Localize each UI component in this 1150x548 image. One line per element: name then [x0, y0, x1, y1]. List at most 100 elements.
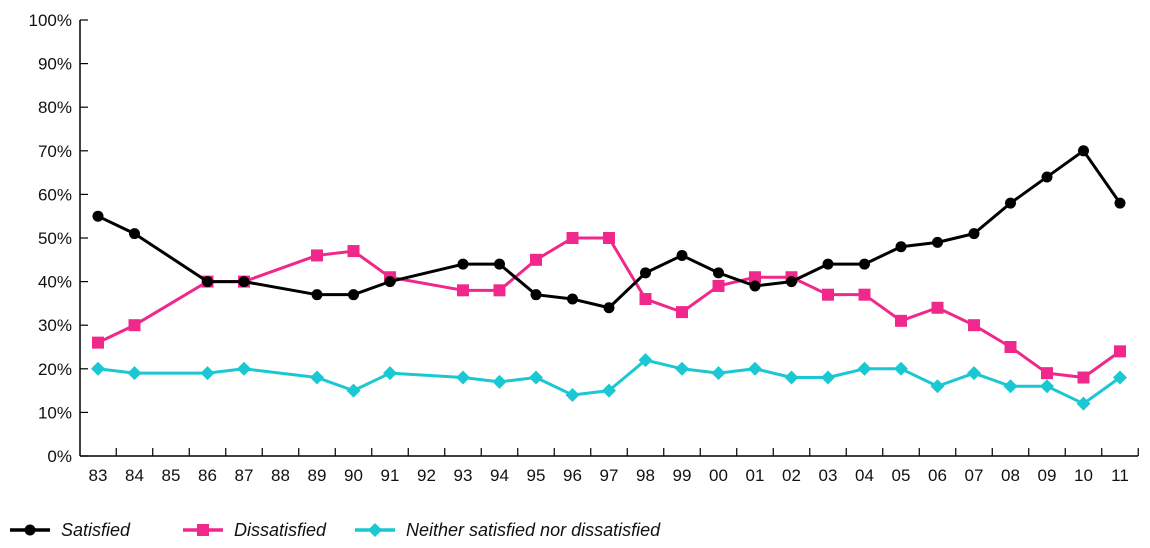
data-point: [311, 249, 323, 262]
x-tick-label: 94: [490, 466, 509, 485]
x-tick-label: 88: [271, 466, 290, 485]
legend-label: Neither satisfied nor dissatisfied: [406, 520, 661, 540]
y-tick-label: 60%: [38, 185, 72, 204]
x-tick-label: 96: [563, 466, 582, 485]
legend-item: Satisfied: [10, 520, 131, 540]
x-tick-label: 11: [1111, 466, 1129, 485]
data-point: [931, 301, 944, 314]
data-point: [91, 361, 105, 376]
legend-label: Dissatisfied: [234, 520, 327, 540]
data-point: [128, 319, 141, 332]
x-tick-label: 03: [819, 466, 838, 485]
axes: [79, 19, 1139, 457]
data-point: [711, 366, 726, 381]
data-point: [675, 361, 689, 376]
data-point: [821, 370, 835, 385]
x-tick-label: 01: [746, 466, 765, 485]
data-point: [384, 276, 396, 288]
data-point: [676, 249, 688, 261]
data-point: [930, 379, 945, 394]
data-point: [713, 267, 724, 279]
data-point: [348, 289, 359, 301]
data-point: [127, 366, 142, 381]
x-tick-label: 99: [673, 466, 692, 485]
x-tick-label: 89: [308, 466, 327, 485]
x-tick-label: 87: [235, 466, 254, 485]
y-tick-label: 50%: [38, 229, 72, 248]
data-point: [567, 293, 578, 305]
data-point: [603, 302, 615, 314]
x-tick-label: 86: [198, 466, 217, 485]
legend-swatch-marker: [24, 524, 36, 536]
data-point: [749, 280, 761, 292]
data-point: [895, 241, 907, 253]
series-line: [97, 358, 1121, 406]
data-point: [822, 258, 834, 270]
data-point: [638, 353, 653, 368]
data-point: [383, 366, 397, 381]
x-tick-label: 09: [1038, 466, 1057, 485]
series-group: [91, 145, 1127, 411]
legend-swatch-marker: [368, 523, 382, 537]
data-point: [492, 374, 507, 389]
series-line: [97, 236, 1121, 380]
data-point: [92, 336, 104, 349]
x-axis-labels: 83 84 85 86 87 88 89 90 91 92 93 94 95 96 97 98 99 00 01 02…: [89, 466, 1129, 485]
x-tick-label: 85: [162, 466, 181, 485]
x-tick-label: 00: [709, 466, 728, 485]
data-point: [1004, 341, 1017, 353]
x-tick-label: 97: [600, 466, 619, 485]
data-point: [859, 258, 870, 270]
x-tick-label: 10: [1074, 466, 1093, 485]
series-line: [97, 149, 1122, 310]
legend-swatch-marker: [197, 524, 209, 536]
data-point: [1114, 345, 1126, 358]
y-tick-label: 30%: [38, 316, 72, 335]
legend-item: Neither satisfied nor dissatisfied: [355, 520, 661, 540]
x-tick-label: 83: [89, 466, 108, 485]
data-point: [202, 276, 213, 288]
data-point: [457, 284, 469, 297]
x-tick-label: 92: [417, 466, 436, 485]
x-tick-label: 84: [125, 466, 144, 485]
data-point: [640, 267, 651, 279]
data-point: [566, 232, 579, 244]
data-point: [858, 288, 871, 301]
data-point: [456, 370, 470, 385]
data-point: [1003, 379, 1018, 394]
data-point: [347, 245, 360, 258]
y-tick-label: 90%: [38, 55, 72, 74]
y-tick-label: 40%: [38, 273, 72, 292]
data-point: [1041, 171, 1053, 183]
y-tick-label: 70%: [38, 142, 72, 161]
x-tick-label: 08: [1001, 466, 1020, 485]
data-point: [639, 293, 652, 306]
data-point: [968, 228, 980, 240]
data-point: [1114, 197, 1126, 209]
y-tick-label: 0%: [47, 447, 72, 466]
data-point: [530, 253, 542, 266]
data-point: [457, 258, 469, 270]
x-tick-label: 02: [782, 466, 801, 485]
data-point: [1077, 371, 1090, 384]
legend-label: Satisfied: [61, 520, 131, 540]
data-point: [237, 361, 251, 376]
data-point: [311, 289, 323, 301]
legend: Satisfied Dissatisfied Neither satisfied n…: [10, 520, 661, 540]
data-point: [530, 289, 542, 301]
data-point: [895, 314, 907, 327]
x-tick-label: 05: [892, 466, 911, 485]
y-tick-label: 80%: [38, 98, 72, 117]
data-point: [602, 383, 616, 398]
data-point: [749, 271, 761, 284]
data-point: [346, 383, 361, 398]
y-tick-label: 20%: [38, 360, 72, 379]
data-point: [748, 361, 762, 376]
series-neither-satisfied-nor-dissatisfied: [91, 353, 1127, 411]
data-point: [1113, 370, 1127, 385]
data-point: [968, 319, 980, 332]
data-point: [894, 361, 908, 376]
data-point: [784, 370, 799, 385]
x-tick-label: 04: [855, 466, 874, 485]
data-point: [822, 288, 834, 301]
